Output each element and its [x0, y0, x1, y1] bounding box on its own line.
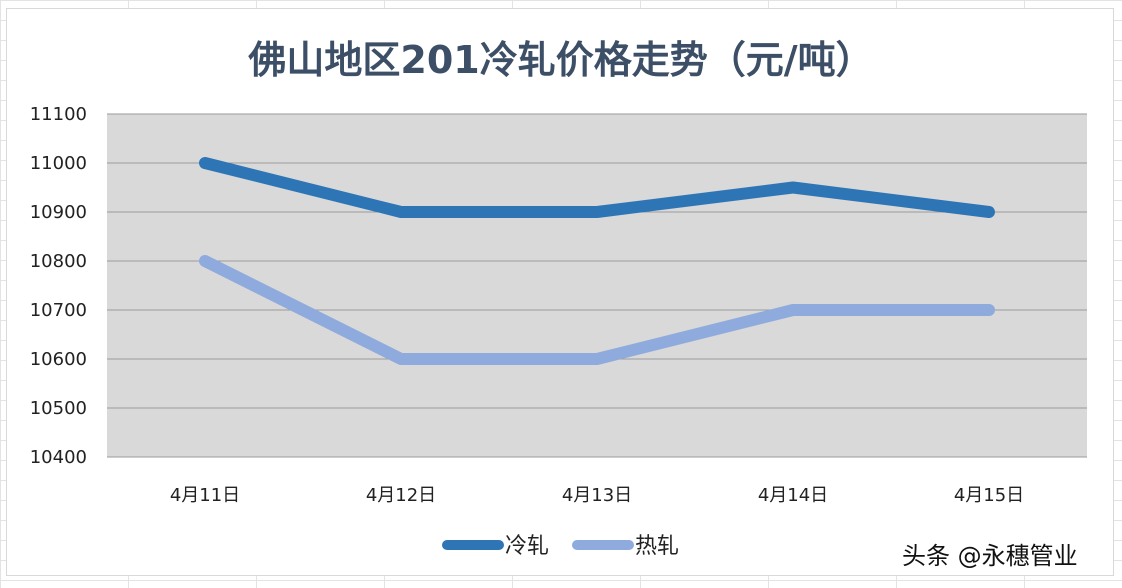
y-tick-label: 11100: [30, 104, 87, 125]
y-tick-label: 10700: [30, 300, 87, 321]
y-axis: 10400 10500 10600 10700 10800 10900 11000 11100: [30, 104, 87, 468]
legend-label: 冷轧: [505, 534, 549, 559]
y-tick-label: 10600: [30, 349, 87, 370]
x-tick-label: 4月15日: [954, 485, 1024, 506]
y-tick-label: 10400: [30, 447, 87, 468]
series-lines: [199, 157, 995, 365]
series-line-1: [199, 255, 995, 365]
y-tick-label: 10900: [30, 202, 87, 223]
watermark-text: 头条 @永穗管业: [902, 542, 1078, 570]
y-tick-label: 10800: [30, 251, 87, 272]
chart-title: 佛山地区201冷轧价格走势（元/吨）: [247, 38, 873, 82]
x-tick-label: 4月11日: [170, 485, 240, 506]
y-tick-label: 10500: [30, 398, 87, 419]
y-tick-label: 11000: [30, 153, 87, 174]
x-tick-label: 4月14日: [758, 485, 828, 506]
legend-label: 热轧: [635, 534, 679, 559]
line-chart: 佛山地区201冷轧价格走势（元/吨） 104001050010600107001…: [30, 38, 1087, 559]
series-line-0: [199, 157, 995, 218]
x-tick-label: 4月13日: [562, 485, 632, 506]
x-tick-label: 4月12日: [366, 485, 436, 506]
chart-frame[interactable]: 佛山地区201冷轧价格走势（元/吨） 10400 10500 10600 10700 1…: [6, 8, 1114, 576]
x-axis: 4月11日 4月12日 4月13日 4月14日 4月15日: [170, 485, 1024, 506]
plot-area: [107, 114, 1087, 457]
legend: 冷轧 热轧: [442, 534, 679, 559]
